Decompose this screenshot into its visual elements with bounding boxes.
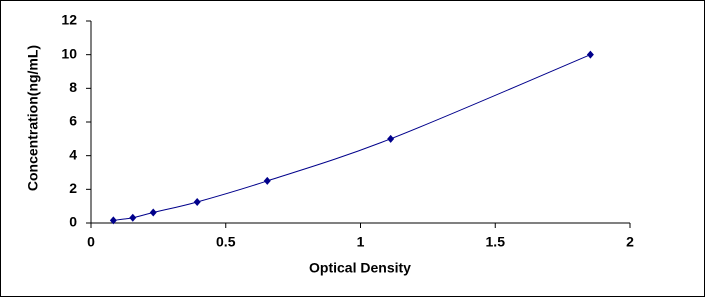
y-tick-label: 12 [61,12,77,28]
x-tick-label: 2 [626,234,634,250]
y-tick-label: 2 [69,180,77,196]
x-tick-label: 1.5 [486,234,506,250]
data-point [149,208,157,217]
y-tick-label: 6 [69,113,77,129]
x-tick-label: 0.5 [216,234,236,250]
x-tick-label: 0 [87,234,95,250]
data-point [193,197,201,206]
data-point [387,134,395,143]
y-tick-label: 4 [69,146,77,162]
data-point [263,176,271,185]
y-axis-title: Concentration(ng/mL) [25,45,41,191]
data-point [129,213,137,222]
x-tick-label: 1 [357,234,365,250]
y-tick-label: 0 [69,214,77,230]
y-tick-label: 10 [61,45,77,61]
y-tick-label: 8 [69,79,77,95]
data-point [109,216,117,225]
x-axis-title: Optical Density [309,260,411,276]
data-point [586,50,594,59]
